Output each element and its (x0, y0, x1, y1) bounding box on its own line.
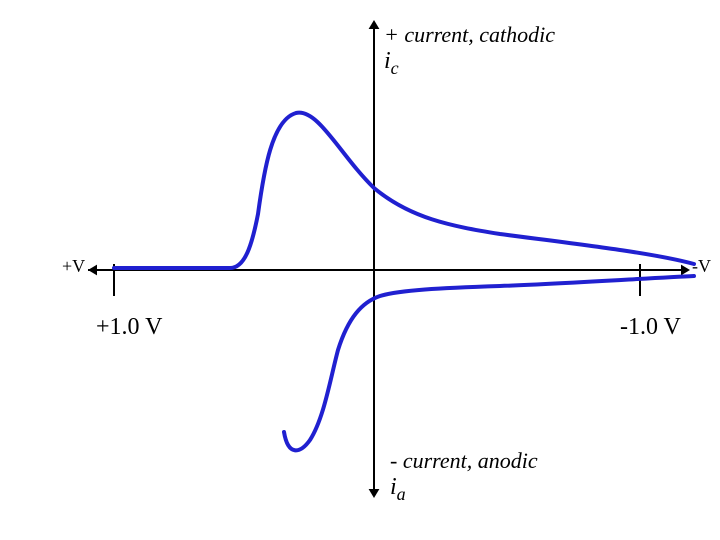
label-minus-v: -V (692, 256, 711, 277)
label-ia: ia (390, 474, 406, 505)
cv-plot (0, 0, 720, 540)
label-plus-v: +V (62, 256, 85, 277)
tick-label-right: -1.0 V (620, 314, 681, 341)
label-anodic: - current, anodic (390, 448, 538, 474)
label-cathodic: + current, cathodic (384, 22, 555, 48)
label-ic: ic (384, 48, 399, 79)
tick-label-left: +1.0 V (96, 314, 162, 341)
